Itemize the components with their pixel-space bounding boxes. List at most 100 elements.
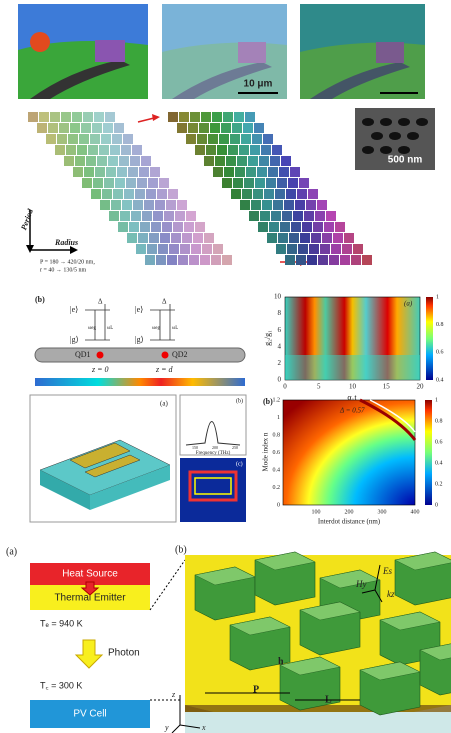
color-cell — [204, 233, 214, 243]
y-tick-label: 4 — [278, 342, 282, 350]
x-axis-label: Frequency (THz) — [196, 451, 231, 456]
color-cell — [353, 244, 363, 254]
color-cell — [100, 200, 110, 210]
color-cell — [222, 255, 232, 265]
color-cell — [153, 211, 163, 221]
color-cell — [333, 233, 343, 243]
color-cell — [122, 200, 132, 210]
color-cell — [70, 123, 80, 133]
y-axis-label: Mode index n — [262, 432, 270, 471]
heatmap: (a) g₂/g₁ α₁t 0510152002468100.40.60.81 — [263, 293, 444, 402]
y-tick-label: 0 — [277, 502, 280, 508]
position-label: z = d — [155, 365, 174, 374]
color-cell — [104, 178, 114, 188]
color-cell — [130, 156, 140, 166]
x-tick-label: 400 — [411, 509, 420, 515]
color-cell — [83, 112, 93, 122]
box-label: Heat Source — [62, 569, 118, 580]
color-cell — [275, 189, 285, 199]
color-cell — [213, 167, 223, 177]
color-cell — [342, 244, 352, 254]
color-cell — [241, 134, 251, 144]
color-cell — [138, 233, 148, 243]
x-tick-label: 200 — [345, 509, 354, 515]
axis-label: x — [201, 723, 206, 732]
color-cell — [149, 233, 159, 243]
color-cell — [318, 255, 328, 265]
color-cell — [189, 255, 199, 265]
color-cell — [73, 167, 83, 177]
field-label: kz — [387, 589, 395, 599]
color-cell — [66, 145, 76, 155]
color-cell — [340, 255, 350, 265]
panel-label: (b) — [175, 544, 187, 555]
color-cell — [115, 178, 125, 188]
color-cell — [240, 200, 250, 210]
y-tick-label: 0.4 — [273, 467, 281, 473]
color-cell — [169, 244, 179, 254]
color-cell — [178, 255, 188, 265]
color-cell — [272, 145, 282, 155]
color-cell — [322, 233, 332, 243]
color-cell — [180, 244, 190, 254]
color-cell — [239, 145, 249, 155]
color-cell — [326, 211, 336, 221]
color-cell — [293, 211, 303, 221]
color-cell — [208, 134, 218, 144]
color-cell — [126, 178, 136, 188]
color-cell — [281, 156, 291, 166]
y-tick-label: 0.2 — [273, 485, 281, 491]
color-cell — [233, 178, 243, 188]
color-cell — [177, 200, 187, 210]
color-cell — [288, 178, 298, 188]
axis-label: y — [164, 723, 169, 732]
device-panel: (a) (b) Frequency (THz) (c) — [30, 395, 246, 522]
y-tick-label: 0.6 — [273, 450, 281, 456]
state-label: |g⟩ — [70, 335, 79, 344]
color-cell — [264, 189, 274, 199]
panel-label: (a) — [160, 400, 168, 408]
param-text: r = 40 → 130/5 nm — [40, 267, 87, 273]
color-cell — [253, 189, 263, 199]
color-cell — [102, 189, 112, 199]
omega: ωL — [107, 326, 113, 331]
color-cell — [320, 244, 330, 254]
qd-schematic: (b) |e⟩ |g⟩ |e⟩ |g⟩ Δ Δ ωeg ωL ωeg ωL QD… — [35, 295, 245, 386]
color-cell — [145, 255, 155, 265]
color-cell — [212, 112, 222, 122]
color-cell — [97, 156, 107, 166]
color-cell — [133, 200, 143, 210]
dim-label: h — [278, 656, 284, 667]
color-cell — [249, 211, 259, 221]
color-cell — [329, 255, 339, 265]
color-cell — [277, 178, 287, 188]
color-cell — [286, 189, 296, 199]
color-cell — [124, 189, 134, 199]
color-cell — [110, 145, 120, 155]
color-cell — [162, 222, 172, 232]
color-cell — [142, 211, 152, 221]
color-cell — [118, 222, 128, 232]
color-cell — [335, 222, 345, 232]
color-cell — [307, 255, 317, 265]
color-cell — [254, 123, 264, 133]
color-cell — [188, 123, 198, 133]
structure-panel: (b) P h L Es Hy kz z y x — [164, 544, 451, 733]
color-cell — [147, 244, 157, 254]
x-tick-label: 250 — [232, 445, 238, 450]
color-cell — [166, 200, 176, 210]
panel-label: (a) — [404, 300, 413, 308]
color-cell — [351, 255, 361, 265]
state-label: |e⟩ — [135, 305, 143, 314]
y-tick-label: 1 — [436, 294, 439, 300]
color-cell — [127, 233, 137, 243]
y-tick-label: 1.2 — [273, 397, 281, 403]
panel-label: (c) — [236, 460, 243, 467]
color-cell — [223, 112, 233, 122]
color-cell — [273, 200, 283, 210]
painting-panels: 10 μm — [18, 4, 425, 99]
color-cell — [193, 233, 203, 243]
color-cell — [57, 134, 67, 144]
y-tick-label: 8 — [278, 309, 282, 317]
x-tick-label: 300 — [378, 509, 387, 515]
